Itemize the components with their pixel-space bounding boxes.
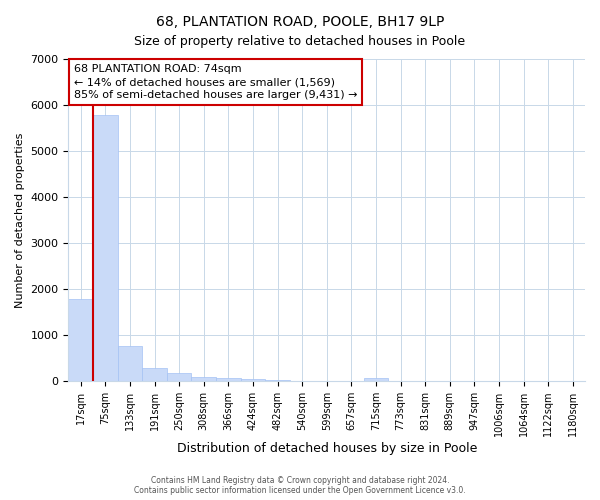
- Bar: [265, 380, 290, 381]
- Bar: [216, 378, 241, 381]
- Bar: [290, 380, 314, 381]
- Text: Size of property relative to detached houses in Poole: Size of property relative to detached ho…: [134, 35, 466, 48]
- Text: 68 PLANTATION ROAD: 74sqm
← 14% of detached houses are smaller (1,569)
85% of se: 68 PLANTATION ROAD: 74sqm ← 14% of detac…: [74, 64, 357, 100]
- Bar: [167, 374, 191, 381]
- Bar: [118, 346, 142, 381]
- Bar: [68, 300, 93, 381]
- Bar: [142, 368, 167, 381]
- Text: 68, PLANTATION ROAD, POOLE, BH17 9LP: 68, PLANTATION ROAD, POOLE, BH17 9LP: [156, 15, 444, 29]
- Y-axis label: Number of detached properties: Number of detached properties: [15, 132, 25, 308]
- Bar: [93, 115, 118, 381]
- Bar: [364, 378, 388, 381]
- Bar: [241, 379, 265, 381]
- Bar: [191, 376, 216, 381]
- X-axis label: Distribution of detached houses by size in Poole: Distribution of detached houses by size …: [176, 442, 477, 455]
- Text: Contains HM Land Registry data © Crown copyright and database right 2024.
Contai: Contains HM Land Registry data © Crown c…: [134, 476, 466, 495]
